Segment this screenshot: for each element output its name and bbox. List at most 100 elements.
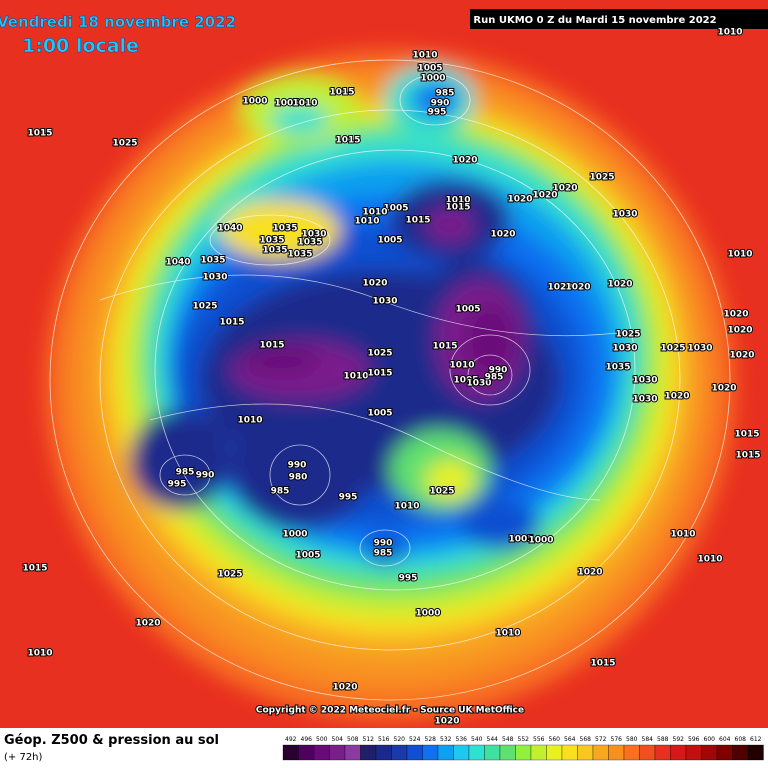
level-label: 508 (347, 736, 359, 743)
level-swatch (546, 744, 563, 761)
isobar-label: 1015 (219, 318, 244, 328)
isobar-label: 1015 (432, 342, 457, 352)
level-label: 564 (564, 736, 576, 743)
level-label: 524 (409, 736, 421, 743)
isobar-label: 1020 (607, 280, 632, 290)
isobar-label: 1015 (27, 129, 52, 139)
isobar-label: 1015 (329, 88, 354, 98)
isobar-label: 990 (374, 539, 393, 549)
isobar-label: 1020 (135, 619, 160, 629)
isobar-label: 1035 (605, 363, 630, 373)
level-swatch (375, 744, 392, 761)
level-swatch (344, 744, 361, 761)
isobar-label: 1015 (734, 430, 759, 440)
level-swatch (732, 744, 749, 761)
isobar-label: 1025 (615, 330, 640, 340)
isobar-label: 1030 (632, 376, 657, 386)
isobar-label: 1030 (466, 379, 491, 389)
height-blob (270, 105, 330, 135)
height-blob (460, 500, 540, 550)
isobar-label: 1005 (383, 204, 408, 214)
level-label: 516 (378, 736, 390, 743)
isobar-label: 1010 (354, 217, 379, 227)
level-swatch (437, 744, 454, 761)
isobar-label: 1040 (217, 224, 242, 234)
isobar-label: 1015 (335, 136, 360, 146)
isobar-label: 1010 (362, 208, 387, 218)
level-swatch (391, 744, 408, 761)
isobar-label: 1020 (490, 230, 515, 240)
level-label: 588 (657, 736, 669, 743)
isobar-label: 1005 (508, 535, 533, 545)
isobar-label: 1020 (332, 683, 357, 693)
isobar-label: 1010 (727, 250, 752, 260)
isobar-label: 1030 (632, 395, 657, 405)
isobar-label: 1025 (367, 349, 392, 359)
isobar-label: 1020 (547, 283, 572, 293)
isobar-label: 1030 (612, 344, 637, 354)
height-blob (410, 82, 460, 118)
run-info: Run UKMO 0 Z du Mardi 15 novembre 2022 (473, 15, 716, 26)
isobar-label: 1010 (449, 361, 474, 371)
height-blob (240, 345, 320, 375)
level-swatch (329, 744, 346, 761)
level-label: 540 (471, 736, 483, 743)
level-label: 604 (719, 736, 731, 743)
isobar-label: 1015 (22, 564, 47, 574)
height-field (45, 50, 735, 720)
isobar-label: 1015 (259, 341, 284, 351)
level-swatch (515, 744, 532, 761)
legend-lead: (+ 72h) (4, 752, 43, 763)
isobar-label: 1020 (362, 279, 387, 289)
level-swatch (298, 744, 315, 761)
level-swatch (577, 744, 594, 761)
isobar-label: 1010 (717, 28, 742, 38)
isobar-label: 1025 (589, 173, 614, 183)
isobar-label: 1015 (735, 451, 760, 461)
isobar-label: 1000 (528, 536, 553, 546)
level-label: 552 (518, 736, 530, 743)
level-swatch (716, 744, 733, 761)
isobar-label: 1005 (274, 99, 299, 109)
level-label: 576 (611, 736, 623, 743)
copyright: Copyright © 2022 Meteociel.fr - Source U… (256, 706, 524, 716)
date: Vendredi 18 novembre 2022 (0, 13, 236, 31)
isobar-label: 1010 (670, 530, 695, 540)
isobar-label: 1035 (200, 256, 225, 266)
level-label: 612 (750, 736, 762, 743)
isobar-label: 1035 (259, 236, 284, 246)
isobar-label: 1025 (429, 487, 454, 497)
isobar-label: 1005 (417, 64, 442, 74)
time: 1:00 locale (22, 35, 139, 57)
isobar-label: 1020 (723, 310, 748, 320)
isobar-label: 1000 (420, 74, 445, 84)
level-label: 584 (642, 736, 654, 743)
isobar-label: 1020 (434, 717, 459, 727)
isobar-label: 985 (436, 89, 455, 99)
isobar-label: 1000 (282, 530, 307, 540)
isobar-label: 1015 (405, 216, 430, 226)
level-swatch (747, 744, 764, 761)
isobar-label: 1005 (455, 305, 480, 315)
isobar-label: 1030 (372, 297, 397, 307)
isobar-label: 1010 (27, 649, 52, 659)
isobar-label: 1030 (612, 210, 637, 220)
level-label: 568 (580, 736, 592, 743)
level-swatch (639, 744, 656, 761)
isobar-label: 1025 (112, 139, 137, 149)
level-swatch (360, 744, 377, 761)
level-label: 580 (626, 736, 638, 743)
level-swatch (406, 744, 423, 761)
isobar-label: 1005 (453, 376, 478, 386)
level-label: 500 (316, 736, 328, 743)
height-blob (220, 200, 340, 260)
level-swatch (608, 744, 625, 761)
isobar-label: 1035 (272, 224, 297, 234)
level-label: 536 (456, 736, 468, 743)
isobar-label: 980 (289, 473, 308, 483)
level-label: 596 (688, 736, 700, 743)
height-blob (425, 207, 475, 243)
isobar-label: 1035 (297, 238, 322, 248)
isobar-label: 995 (339, 493, 358, 503)
